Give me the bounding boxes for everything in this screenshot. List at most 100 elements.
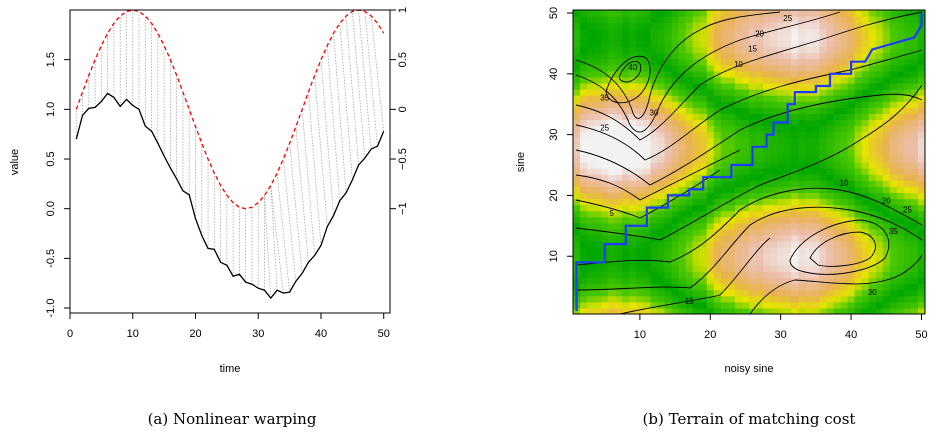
heatmap-cell (594, 16, 602, 23)
heatmap-cell (854, 52, 863, 60)
heatmap-cell (657, 70, 666, 78)
heatmap-cell (720, 265, 729, 273)
heatmap-cell (833, 192, 842, 200)
heatmap-cell (699, 16, 708, 23)
heatmap-cell (861, 289, 870, 297)
heatmap-cell (587, 76, 595, 84)
heatmap-cell (826, 241, 835, 248)
heatmap-cell (749, 22, 757, 29)
heatmap-cell (847, 16, 856, 23)
heatmap-cell (713, 52, 722, 60)
heatmap-cell (629, 40, 637, 48)
heatmap-cell (889, 34, 898, 41)
heatmap-cell (601, 289, 609, 297)
heatmap-cell (608, 22, 616, 29)
heatmap-cell (749, 174, 757, 181)
heatmap-cell (903, 222, 912, 230)
heatmap-cell (601, 216, 609, 224)
contour-line (575, 84, 923, 241)
heatmap-cell (629, 259, 637, 266)
heatmap-cell (868, 241, 877, 248)
heatmap-cell (819, 70, 828, 78)
heatmap-cell (805, 162, 813, 169)
heatmap-cell (819, 192, 828, 200)
heatmap-cell (664, 155, 673, 163)
heatmap-cell (854, 180, 863, 187)
heatmap-cell (636, 295, 644, 303)
heatmap-cell (573, 131, 581, 139)
heatmap-cell (622, 40, 630, 48)
heatmap-cell (580, 52, 588, 60)
heatmap-cell (685, 204, 694, 212)
heatmap-cell (664, 149, 673, 157)
heatmap-cell (650, 241, 659, 248)
heatmap-cell (868, 253, 877, 260)
heatmap-cell (861, 46, 870, 54)
heatmap-cell (917, 247, 925, 254)
heatmap-cell (847, 222, 856, 230)
heatmap-cell (594, 216, 602, 224)
heatmap-cell (601, 101, 609, 108)
heatmap-cell (770, 301, 778, 309)
heatmap-cell (664, 58, 673, 66)
heatmap-cell (875, 271, 884, 279)
heatmap-cell (896, 70, 905, 78)
heatmap-cell (868, 192, 877, 200)
heatmap-cell (805, 40, 813, 48)
heatmap-cell (692, 107, 701, 114)
heatmap-cell (643, 277, 652, 285)
heatmap-cell (861, 64, 870, 72)
heatmap-cell (868, 168, 877, 175)
heatmap-cell (608, 76, 616, 84)
heatmap-cell (770, 89, 778, 96)
heatmap-cell (882, 82, 891, 90)
heatmap-cell (615, 34, 623, 41)
heatmap-cell (720, 301, 729, 309)
heatmap-cell (734, 283, 743, 291)
contour-label: 20 (882, 197, 891, 206)
heatmap-cell (587, 241, 595, 248)
heatmap-cell (629, 22, 637, 29)
heatmap-cell (657, 125, 666, 133)
heatmap-cell (896, 180, 905, 187)
heatmap-cell (910, 289, 919, 297)
heatmap-cell (819, 234, 828, 242)
heatmap-cell (763, 119, 771, 127)
heatmap-cell (749, 210, 757, 218)
heatmap-cell (741, 204, 750, 212)
heatmap-cell (601, 113, 609, 121)
heatmap-cell (917, 210, 925, 218)
right-x-axis-label: noisy sine (725, 363, 774, 375)
heatmap-cell (664, 119, 673, 127)
heatmap-cell (847, 137, 856, 145)
heatmap-cell (734, 180, 743, 187)
heatmap-cell (629, 198, 637, 206)
heatmap-cell (741, 277, 750, 285)
heatmap-cell (650, 101, 659, 108)
heatmap-cell (833, 143, 842, 151)
heatmap-cell (741, 198, 750, 206)
y-tick-label: 30 (548, 129, 560, 141)
heatmap-cell (882, 301, 891, 309)
contour-label: 25 (783, 14, 792, 23)
heatmap-cell (840, 210, 849, 218)
heatmap-cell (812, 307, 820, 314)
heatmap-cell (671, 64, 680, 72)
contour-label: 40 (628, 63, 637, 72)
heatmap-cell (727, 28, 736, 35)
heatmap-cell (692, 22, 701, 29)
heatmap-cell (678, 131, 687, 139)
heatmap-cell (573, 192, 581, 200)
heatmap-cell (580, 168, 588, 175)
heatmap-cell (903, 46, 912, 54)
heatmap-cell (903, 143, 912, 151)
heatmap-cell (720, 210, 729, 218)
heatmap-cell (699, 58, 708, 66)
heatmap-cell (727, 113, 736, 121)
heatmap-cell (720, 234, 729, 242)
heatmap-cell (601, 174, 609, 181)
heatmap-cell (720, 28, 729, 35)
heatmap-cell (847, 113, 856, 121)
heatmap-cell (615, 10, 623, 17)
heatmap-cell (889, 52, 898, 60)
